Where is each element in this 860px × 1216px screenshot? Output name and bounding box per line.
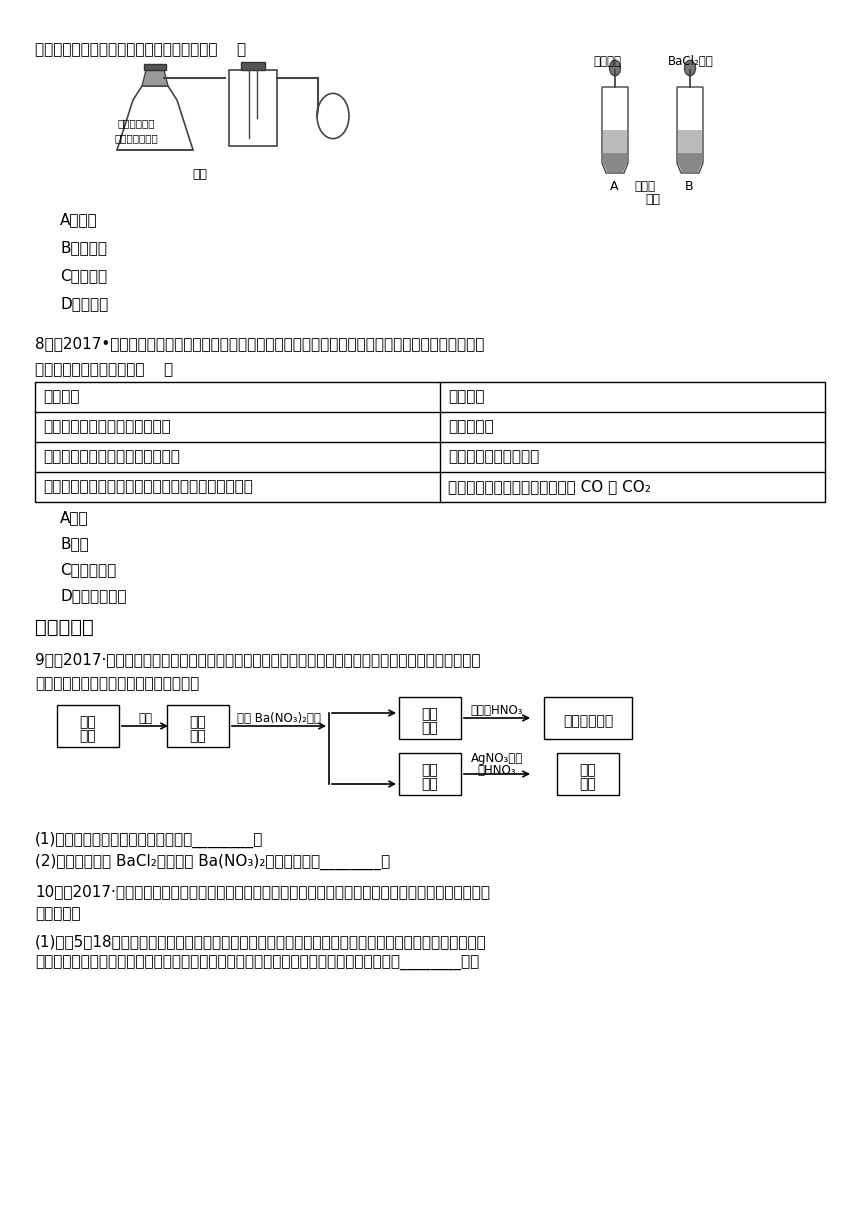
Text: B: B <box>685 180 694 193</box>
Text: A: A <box>610 180 618 193</box>
Text: 沉淠全部溶解: 沉淠全部溶解 <box>563 714 613 728</box>
Text: (2)实验中不能用 BaCl₂溶液代替 Ba(NO₃)₂溶液的理由是________。: (2)实验中不能用 BaCl₂溶液代替 Ba(NO₃)₂溶液的理由是______… <box>35 854 390 871</box>
Text: B、碳酸钓: B、碳酸钓 <box>60 240 107 255</box>
Text: 检验其中的成分，按以下流程进行实验：: 检验其中的成分，按以下流程进行实验： <box>35 676 200 691</box>
Bar <box>399 753 461 795</box>
Text: 一氧化碳通过炙热的该固体，称固体质量、检测尾气: 一氧化碳通过炙热的该固体，称固体质量、检测尾气 <box>43 479 253 494</box>
Text: C、硫酸钓: C、硫酸钓 <box>60 268 108 283</box>
Text: 沉淠: 沉淠 <box>421 721 439 734</box>
Text: 实验现象: 实验现象 <box>448 389 484 404</box>
Text: C、金属单质: C、金属单质 <box>60 562 116 578</box>
Text: 足量 Ba(NO₃)₂溶液: 足量 Ba(NO₃)₂溶液 <box>237 713 321 725</box>
Text: 10、（2017·台州）甲烷是一种无色、无味、密度比空气小、难溢于水的气体。请阅读有关甲烷材料，完成: 10、（2017·台州）甲烷是一种无色、无味、密度比空气小、难溢于水的气体。请阅… <box>35 884 490 899</box>
Polygon shape <box>603 153 627 171</box>
Text: 固体溶解，无气泡产生: 固体溶解，无气泡产生 <box>448 449 539 465</box>
Text: 无色: 无色 <box>189 715 206 730</box>
Text: 白色: 白色 <box>80 715 96 730</box>
Text: (1)今年5月18日新闻联播报道：我国在南海成功完成了「可燃冰」试验开采工作。可燃冰主要成分是甲烷，: (1)今年5月18日新闻联播报道：我国在南海成功完成了「可燃冰」试验开采工作。可… <box>35 934 487 948</box>
Text: 二、填空题: 二、填空题 <box>35 618 94 637</box>
Text: D、金属氧化物: D、金属氧化物 <box>60 589 126 603</box>
Text: 溶液: 溶液 <box>421 777 439 790</box>
Text: 固体质量减轻，尾气中只检测到 CO 与 CO₂: 固体质量减轻，尾气中只检测到 CO 与 CO₂ <box>448 479 651 494</box>
Bar <box>557 753 619 795</box>
Text: 实验操作: 实验操作 <box>43 389 79 404</box>
Polygon shape <box>678 153 702 171</box>
Text: 残留液: 残留液 <box>635 180 655 193</box>
Text: B、盐: B、盐 <box>60 536 89 551</box>
Polygon shape <box>241 62 265 71</box>
Text: 取该固体于试管中，加水、振荡: 取该固体于试管中，加水、振荡 <box>43 420 171 434</box>
Circle shape <box>685 61 696 75</box>
Text: A、碱: A、碱 <box>60 510 89 525</box>
Text: 粉末: 粉末 <box>80 730 96 743</box>
Bar <box>167 705 229 747</box>
Circle shape <box>610 61 621 75</box>
Text: 石蕊试液: 石蕊试液 <box>593 55 621 68</box>
Text: BaCl₂溶液: BaCl₂溶液 <box>668 55 714 68</box>
Text: 饱和碳酸钓溶液: 饱和碳酸钓溶液 <box>115 133 159 143</box>
Text: 有白色沉淠生成。则残留液中含有的溶质有（    ）: 有白色沉淠生成。则残留液中含有的溶质有（ ） <box>35 43 246 57</box>
Text: 学名叫「天然气水合物」，是一种高效清洁、储量巨大的新能源。甲烷作燃料是因为它具有________性。: 学名叫「天然气水合物」，是一种高效清洁、储量巨大的新能源。甲烷作燃料是因为它具有… <box>35 956 479 972</box>
Text: 9、（2017·台州）有一包白色粉末，可能是由硫酸铜、氯化钓、碳酸钓、硫酸钓中的一种或几种组成。为: 9、（2017·台州）有一包白色粉末，可能是由硫酸铜、氯化钓、碳酸钓、硫酸钓中的… <box>35 652 481 668</box>
Text: 象判断，该固体最可能是（    ）: 象判断，该固体最可能是（ ） <box>35 362 173 377</box>
Polygon shape <box>142 71 168 86</box>
Text: 一种常见的酸: 一种常见的酸 <box>118 118 156 128</box>
Polygon shape <box>144 64 166 71</box>
Text: 沉淠: 沉淠 <box>580 777 596 790</box>
Text: 溶液: 溶液 <box>189 730 206 743</box>
Text: (1)根据实验现象，白色粉末中一定有________。: (1)根据实验现象，白色粉末中一定有________。 <box>35 832 263 849</box>
Polygon shape <box>678 130 702 171</box>
Text: A、盐酸: A、盐酸 <box>60 212 98 227</box>
Text: 白色: 白色 <box>580 762 596 777</box>
Bar <box>399 697 461 739</box>
Text: 图乙: 图乙 <box>645 193 660 206</box>
Text: 足量税HNO₃: 足量税HNO₃ <box>470 704 523 717</box>
Bar <box>35 382 825 502</box>
Bar <box>57 705 119 747</box>
Text: 白色: 白色 <box>421 706 439 721</box>
Text: 取该固体于试管中，加盐酸、振荡: 取该固体于试管中，加盐酸、振荡 <box>43 449 180 465</box>
Text: 固体不溶解: 固体不溶解 <box>448 420 494 434</box>
Text: D、氯化钓: D、氯化钓 <box>60 295 108 311</box>
Text: 图甲: 图甲 <box>193 168 207 181</box>
Polygon shape <box>603 130 627 171</box>
Text: 税HNO₃: 税HNO₃ <box>478 764 516 777</box>
Text: 无色: 无色 <box>421 762 439 777</box>
Text: 加水: 加水 <box>138 713 152 725</box>
Text: 下列各题：: 下列各题： <box>35 906 81 921</box>
Bar <box>544 697 632 739</box>
Text: 8、（2017•丽水）实验室有一瓶标签脱落的固体试剂，现分别取少量的该固体进行下列实验。根据实验现: 8、（2017•丽水）实验室有一瓶标签脱落的固体试剂，现分别取少量的该固体进行下… <box>35 336 484 351</box>
Text: AgNO₃溶液: AgNO₃溶液 <box>471 751 523 765</box>
